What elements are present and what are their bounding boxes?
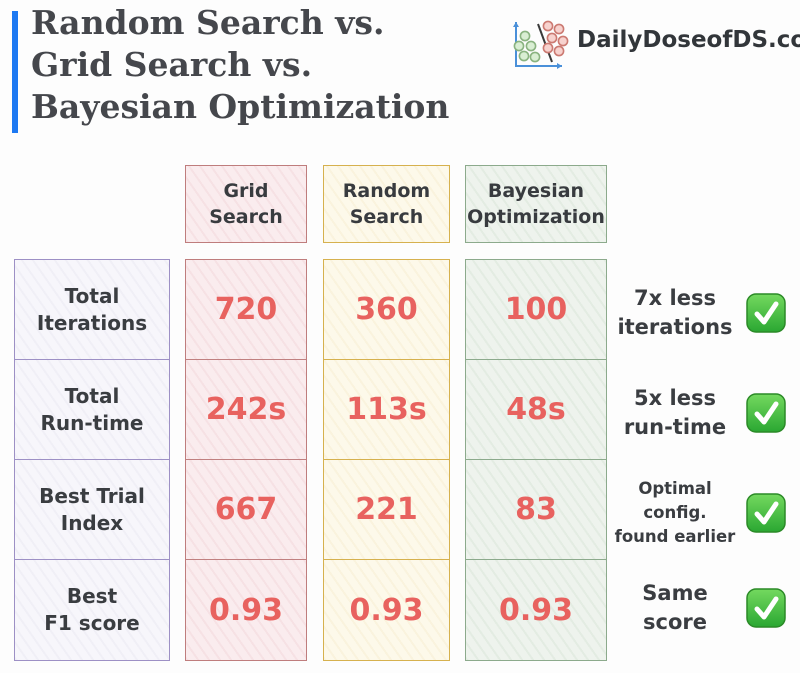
- cell-grid-best-trial-index: 667: [186, 460, 306, 560]
- cell-random-total-run-time: 113s: [324, 360, 449, 460]
- row-label-total-run-time: Total Run-time: [15, 360, 169, 460]
- check-mark-icon: [746, 588, 786, 628]
- cell-random-best-f1-score: 0.93: [349, 592, 424, 628]
- column-header-random-search: Random Search: [323, 165, 450, 243]
- annotation-text: 5x less run-time: [623, 386, 727, 439]
- row-label-best-f1-score: Best F1 score: [44, 584, 140, 635]
- annotation-5x-less-run-time: 5x less run-time: [604, 363, 796, 463]
- cell-random-total-iterations: 360: [324, 260, 449, 360]
- column-header-bayesian-optimization: Bayesian Optimization: [465, 165, 607, 243]
- cell-bayesian-total-iterations: 100: [466, 260, 606, 360]
- scatter-plot-logo-icon: [513, 20, 569, 69]
- annotation-optimal-config-found-earlier: Optimal config. found earlier: [604, 463, 796, 563]
- check-mark-icon: [746, 393, 786, 433]
- check-mark-icon: [746, 493, 786, 533]
- row-label-total-iterations: Total Iterations: [15, 260, 169, 360]
- row-labels-column: Total Iterations Total Run-time Best Tri…: [14, 259, 170, 661]
- page-title: Random Search vs. Grid Search vs. Bayesi…: [31, 3, 450, 126]
- data-column-bayesian-optimization: 100 48s 83 0.93: [465, 259, 607, 661]
- brand-name: DailyDoseofDS.com: [577, 27, 800, 53]
- cell-grid-total-run-time: 242s: [186, 360, 306, 460]
- cell-bayesian-best-f1-score: 0.93: [498, 592, 574, 628]
- cell-bayesian-total-run-time: 48s: [466, 360, 606, 460]
- data-column-grid-search: 720 242s 667 0.93: [185, 259, 307, 661]
- annotation-7x-less-iterations: 7x less iterations: [604, 263, 796, 363]
- cell-random-best-trial-index: 221: [324, 460, 449, 560]
- annotation-text: Same score: [642, 581, 708, 634]
- column-header-grid-search: Grid Search: [185, 165, 307, 243]
- annotation-text: 7x less iterations: [617, 286, 733, 339]
- cell-grid-best-f1-score: 0.93: [208, 592, 284, 628]
- check-mark-icon: [746, 293, 786, 333]
- row-label-best-trial-index: Best Trial Index: [15, 460, 169, 560]
- cell-bayesian-best-trial-index: 83: [466, 460, 606, 560]
- data-column-random-search: 360 113s 221 0.93: [323, 259, 450, 661]
- annotation-text: Optimal config. found earlier: [614, 479, 736, 546]
- annotation-same-score: Same score: [604, 558, 796, 658]
- title-accent-bar: [12, 11, 18, 133]
- cell-grid-total-iterations: 720: [186, 260, 306, 360]
